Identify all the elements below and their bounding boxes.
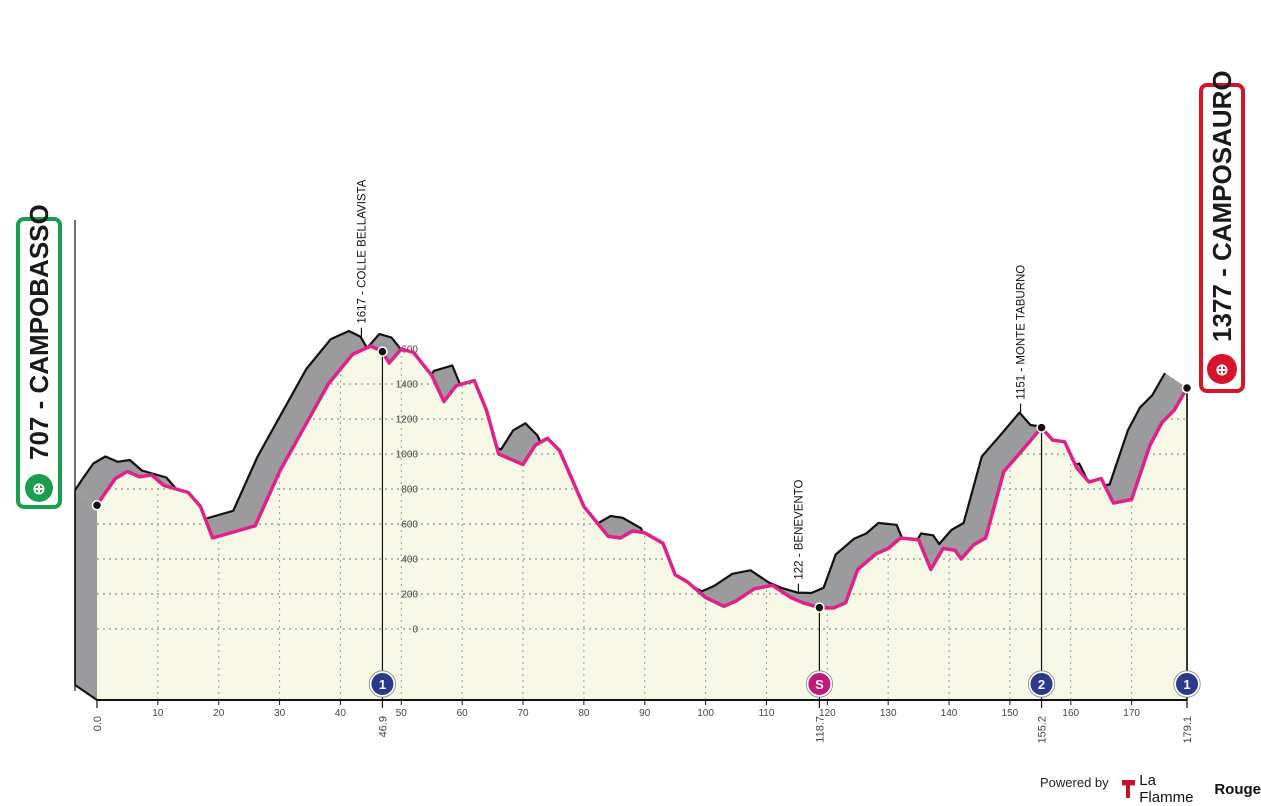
- poi-badge: [1028, 671, 1055, 697]
- poi-badge-ring: [368, 670, 397, 698]
- start-label: 707 - CAMPOBASSO: [24, 204, 54, 460]
- y-tick-label: 400: [401, 555, 418, 566]
- km-marker-label: 179.1: [1182, 716, 1194, 744]
- points-of-interest: 1617 - COLLE BELLAVISTA 1 122 - BENEVENTO S…: [356, 179, 1201, 700]
- x-tick-label: 140: [941, 708, 958, 719]
- start-icon-circle: [25, 474, 53, 502]
- poi-badge-ring: [1173, 670, 1201, 698]
- poi-badge: [1174, 671, 1200, 697]
- profile-line: [95, 344, 1189, 610]
- poi-badge-ring: [805, 670, 834, 698]
- profile-fill: [97, 346, 1187, 700]
- start-dot: [91, 500, 103, 511]
- poi-label: 1151 - MONTE TABURNO: [1016, 265, 1028, 400]
- poi-badge-label: 2: [1038, 677, 1045, 692]
- x-tick-label: 10: [152, 708, 164, 719]
- y-tick-label: 800: [401, 485, 418, 496]
- poi-dot: [377, 346, 388, 357]
- x-tick-label: 90: [639, 708, 651, 719]
- bike-icon: ⊕: [32, 481, 45, 498]
- x-tick-label: 150: [1002, 708, 1019, 719]
- bike-icon: ⊕: [1215, 362, 1228, 379]
- poi-dot: [1036, 422, 1047, 433]
- x-tick-label: 110: [758, 708, 774, 719]
- profile-start-wall: [75, 490, 97, 700]
- start-label-box: [16, 217, 62, 509]
- x-tick-label: 20: [213, 708, 225, 719]
- brand-name-bold: Rouge: [1214, 780, 1261, 798]
- x-tick-label: 80: [578, 708, 590, 719]
- x-tick-label: 40: [335, 708, 347, 719]
- profile-line-group: [95, 344, 1189, 610]
- x-tick-label: 50: [396, 708, 408, 719]
- finish-dot: [1181, 382, 1193, 394]
- brand-name-regular: La Flamme: [1139, 772, 1194, 806]
- poi-dot: [814, 602, 825, 613]
- poi-label: 1617 - COLLE BELLAVISTA: [356, 179, 368, 323]
- x-axis-bevel: [74, 684, 98, 701]
- profile-area: [97, 346, 1187, 700]
- y-tick-label: 1000: [396, 450, 419, 461]
- flame-rouge-icon: [1122, 780, 1136, 798]
- poi-badge-label: 1: [1183, 677, 1190, 692]
- x-tick-label: 100: [697, 708, 714, 719]
- x-tick-label: 120: [819, 708, 836, 719]
- profile-back-outline: [74, 329, 1166, 595]
- poi-badge-label: S: [815, 677, 824, 692]
- y-tick-label: 200: [401, 590, 418, 601]
- brand-logo: La Flamme Rouge: [1122, 772, 1261, 806]
- y-tick-label: 1200: [396, 415, 419, 426]
- y-tick-label: 600: [401, 520, 418, 531]
- x-tick-label: 170: [1123, 708, 1140, 719]
- x-tick-label: 160: [1062, 708, 1079, 719]
- km-marker-label: 118.7: [814, 716, 826, 743]
- finish-label-box: [1199, 83, 1245, 393]
- km-marker-label: 46.9: [377, 716, 389, 737]
- x-tick-label: 130: [880, 708, 897, 719]
- y-tick-label: 0: [412, 625, 418, 636]
- powered-by-text: Powered by: [1040, 775, 1109, 790]
- y-tick-label: 1400: [396, 380, 419, 391]
- x-tick-label: 70: [517, 708, 529, 719]
- km-marker-label: 0.0: [92, 716, 104, 731]
- km-marker-label: 155.2: [1037, 716, 1049, 744]
- start-finish-markers: 707 - CAMPOBASSO ⊕ 1377 - CAMPOSAURO ⊕: [16, 70, 1245, 691]
- poi-label: 122 - BENEVENTO: [793, 479, 805, 579]
- x-tick-label: 60: [457, 708, 469, 719]
- finish-label: 1377 - CAMPOSAURO: [1207, 70, 1237, 342]
- poi-badge-ring: [1027, 670, 1056, 698]
- poi-badge-label: 1: [379, 677, 386, 692]
- finish-icon-circle: [1207, 354, 1237, 384]
- x-tick-label: 30: [274, 708, 286, 719]
- poi-badge: [369, 671, 396, 697]
- poi-badge: [806, 671, 833, 697]
